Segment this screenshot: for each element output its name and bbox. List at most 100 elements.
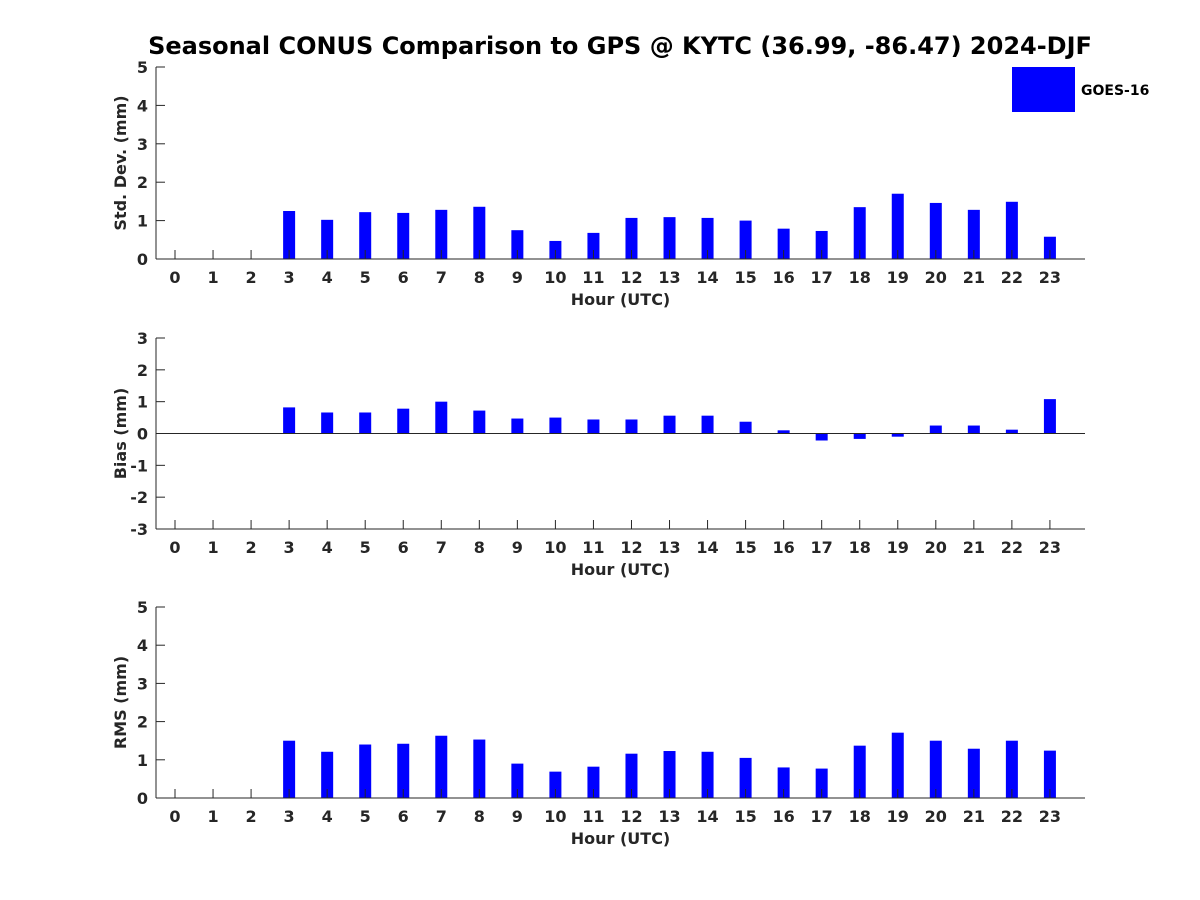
bias-x-tick-label: 23: [1039, 538, 1061, 557]
std-dev-x-tick-label: 22: [1001, 268, 1023, 287]
rms-y-tick-label: 1: [137, 751, 148, 770]
bias-x-tick-label: 11: [582, 538, 604, 557]
std-dev-y-tick-label: 3: [137, 135, 148, 154]
bias-bar-hour-9: [511, 418, 524, 434]
rms-bar-hour-19: [891, 732, 904, 798]
std-dev-bar-hour-16: [777, 228, 790, 259]
bias-y-tick-label: 1: [137, 393, 148, 412]
std-dev-bar-hour-6: [397, 212, 410, 259]
bias-bar-hour-6: [397, 408, 410, 434]
std-dev-x-tick-label: 21: [963, 268, 985, 287]
std-dev-bar-hour-8: [473, 206, 486, 259]
rms-x-tick-label: 16: [773, 807, 795, 826]
rms-bar-hour-18: [853, 745, 866, 798]
bias-bar-hour-10: [549, 417, 562, 434]
std-dev-x-tick-label: 11: [582, 268, 604, 287]
rms-x-tick-label: 20: [925, 807, 947, 826]
bias-x-tick-label: 0: [169, 538, 180, 557]
rms-bar-hour-22: [1005, 740, 1018, 798]
std-dev-x-tick-label: 5: [360, 268, 371, 287]
bias-x-tick-label: 13: [658, 538, 680, 557]
rms-x-tick-label: 10: [544, 807, 566, 826]
std-dev-bar-hour-11: [587, 232, 600, 259]
rms-x-tick-label: 8: [474, 807, 485, 826]
bias-bar-hour-21: [967, 425, 980, 434]
std-dev-bar-hour-18: [853, 207, 866, 259]
std-dev-bar-hour-9: [511, 230, 524, 259]
bias-x-tick-label: 2: [246, 538, 257, 557]
std-dev-x-tick-label: 16: [773, 268, 795, 287]
bias-x-axis-label: Hour (UTC): [571, 560, 671, 579]
bias-x-tick-label: 12: [620, 538, 642, 557]
std-dev-x-tick-label: 8: [474, 268, 485, 287]
rms-x-tick-label: 11: [582, 807, 604, 826]
std-dev-y-tick-label: 4: [137, 96, 148, 115]
std-dev-x-tick-label: 3: [284, 268, 295, 287]
legend-label-goes-16: GOES-16: [1081, 83, 1149, 99]
std-dev-y-axis-label: Std. Dev. (mm): [111, 95, 130, 230]
rms-x-tick-label: 9: [512, 807, 523, 826]
std-dev-bar-hour-21: [967, 209, 980, 259]
rms-x-tick-label: 15: [734, 807, 756, 826]
rms-bar-hour-23: [1043, 750, 1056, 798]
bias-x-tick-label: 4: [322, 538, 333, 557]
std-dev-bar-hour-12: [625, 217, 638, 259]
rms-bar-hour-20: [929, 740, 942, 798]
rms-y-tick-label: 2: [137, 713, 148, 732]
legend-swatch-goes-16: [1012, 67, 1075, 112]
rms-x-tick-label: 5: [360, 807, 371, 826]
rms-x-tick-label: 22: [1001, 807, 1023, 826]
bias-x-tick-label: 17: [811, 538, 833, 557]
bias-y-tick-label: -3: [130, 520, 148, 539]
bias-y-axis-label: Bias (mm): [111, 388, 130, 480]
rms-x-tick-label: 18: [849, 807, 871, 826]
bias-bar-hour-18: [853, 433, 866, 439]
bias-x-tick-label: 6: [398, 538, 409, 557]
bias-x-tick-label: 20: [925, 538, 947, 557]
std-dev-x-tick-label: 18: [849, 268, 871, 287]
std-dev-bar-hour-10: [549, 240, 562, 259]
std-dev-x-tick-label: 0: [169, 268, 180, 287]
rms-x-tick-label: 17: [811, 807, 833, 826]
bias-bar-hour-12: [625, 419, 638, 434]
std-dev-bar-hour-7: [435, 209, 448, 259]
rms-bar-hour-21: [967, 748, 980, 798]
bias-x-tick-label: 19: [887, 538, 909, 557]
std-dev-x-tick-label: 20: [925, 268, 947, 287]
rms-bar-hour-8: [473, 739, 486, 798]
bias-bar-hour-20: [929, 425, 942, 434]
rms-x-tick-label: 7: [436, 807, 447, 826]
std-dev-x-tick-label: 1: [207, 268, 218, 287]
bias-x-tick-label: 7: [436, 538, 447, 557]
rms-bar-hour-3: [283, 740, 296, 798]
std-dev-bar-hour-3: [283, 211, 296, 259]
std-dev-x-tick-label: 2: [246, 268, 257, 287]
bias-bar-hour-15: [739, 421, 752, 434]
rms-x-tick-label: 4: [322, 807, 333, 826]
bias-bar-hour-13: [663, 415, 676, 434]
bias-x-tick-label: 9: [512, 538, 523, 557]
bias-bar-hour-16: [777, 430, 790, 434]
std-dev-x-axis-label: Hour (UTC): [571, 290, 671, 309]
legend: GOES-16: [1012, 67, 1149, 112]
rms-bar-hour-9: [511, 763, 524, 798]
rms-x-tick-label: 0: [169, 807, 180, 826]
bias-y-tick-label: -1: [130, 456, 148, 475]
rms-bar-hour-15: [739, 757, 752, 798]
rms-bar-hour-17: [815, 768, 828, 798]
std-dev-x-tick-label: 15: [734, 268, 756, 287]
bias-y-tick-label: -2: [130, 488, 148, 507]
rms-x-tick-label: 19: [887, 807, 909, 826]
std-dev-x-tick-label: 13: [658, 268, 680, 287]
rms-x-tick-label: 14: [696, 807, 718, 826]
rms-bar-hour-13: [663, 751, 676, 798]
bias-x-tick-label: 21: [963, 538, 985, 557]
rms-bar-hour-11: [587, 766, 600, 798]
rms-x-tick-label: 23: [1039, 807, 1061, 826]
rms-y-axis-label: RMS (mm): [111, 656, 130, 749]
rms-y-tick-label: 5: [137, 598, 148, 617]
